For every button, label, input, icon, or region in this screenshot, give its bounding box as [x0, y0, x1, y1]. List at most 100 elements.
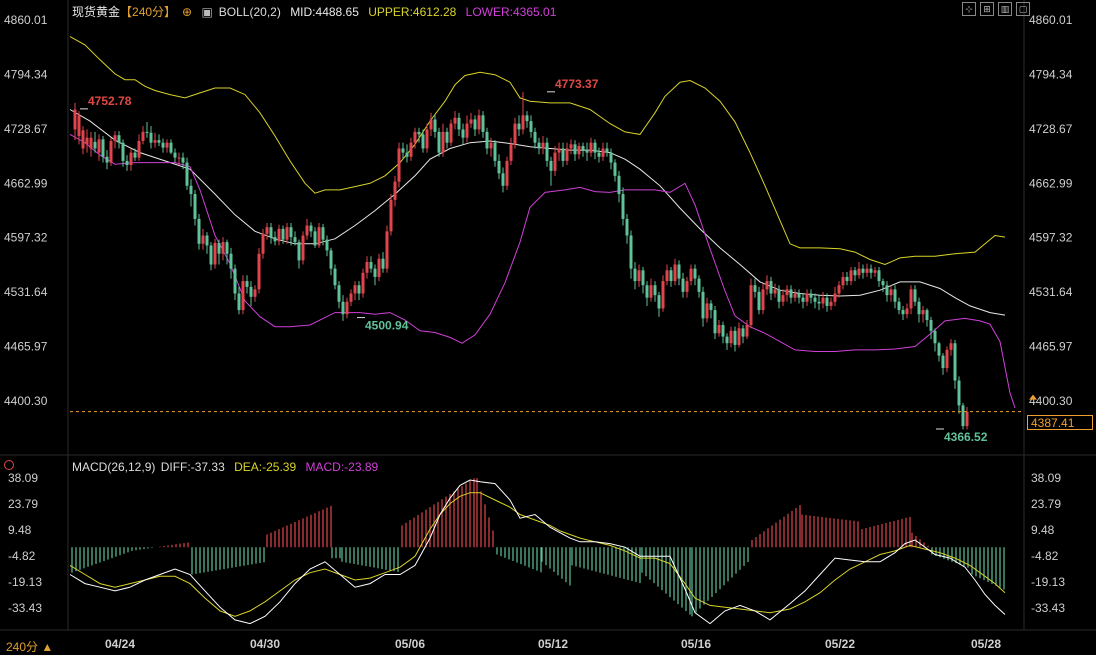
- candle-body: [153, 140, 157, 143]
- candle-body: [865, 268, 869, 273]
- macd-tick-left: 38.09: [8, 471, 38, 485]
- crosshair-icon[interactable]: ⊹: [962, 2, 976, 16]
- price-tick-right: 4400.30: [1029, 394, 1073, 408]
- price-tick-right: 4465.97: [1029, 340, 1073, 354]
- candle-body: [657, 295, 661, 309]
- candle-body: [317, 227, 321, 246]
- candle-body: [141, 131, 145, 142]
- candle-body: [857, 268, 861, 276]
- symbol-name[interactable]: 现货黄金: [72, 5, 121, 19]
- candle-body: [509, 144, 513, 161]
- candle-body: [881, 281, 885, 286]
- candle-body: [465, 123, 469, 138]
- candle-body: [537, 142, 541, 149]
- macd-tick-right: 9.48: [1031, 523, 1055, 537]
- candle-body: [737, 328, 741, 345]
- candle-body: [217, 242, 221, 254]
- maximize-icon[interactable]: ▢: [1016, 2, 1030, 16]
- candle-body: [837, 285, 841, 294]
- candle-body: [637, 270, 641, 282]
- candle-body: [957, 380, 961, 406]
- candle-body: [569, 144, 573, 149]
- price-tick-left: 4531.64: [4, 285, 48, 299]
- candle-body: [789, 289, 793, 298]
- candle-body: [189, 185, 193, 195]
- candle-body: [389, 199, 393, 232]
- candle-body: [561, 148, 565, 161]
- candle-body: [309, 225, 313, 232]
- candle-body: [145, 131, 149, 133]
- x-axis-label: 05/16: [681, 637, 711, 651]
- candle-body: [137, 141, 141, 158]
- chart-type-icon[interactable]: ▥: [998, 2, 1012, 16]
- candle-body: [449, 123, 453, 143]
- candle-body: [409, 142, 413, 157]
- candle-body: [201, 235, 205, 244]
- macd-tick-right: 23.79: [1031, 497, 1061, 511]
- candle-body: [689, 268, 693, 282]
- chart-toolbar: ⊹ ⊞ ▥ ▢: [962, 2, 1030, 16]
- candle-body: [741, 328, 745, 337]
- candle-body: [593, 142, 597, 153]
- candle-body: [693, 268, 697, 279]
- price-tick-left: 4597.32: [4, 231, 48, 245]
- candle-body: [77, 115, 81, 137]
- candle-body: [289, 227, 293, 238]
- candle-body: [221, 242, 225, 254]
- candle-body: [437, 131, 441, 153]
- macd-dea-line: [69, 492, 1006, 617]
- candle-body: [661, 281, 665, 309]
- candle-body: [577, 145, 581, 155]
- candle-body: [917, 301, 921, 315]
- indicator-icon[interactable]: ▣: [201, 5, 213, 19]
- candle-body: [753, 285, 757, 292]
- candle-body: [609, 152, 613, 163]
- candle-body: [377, 258, 381, 277]
- record-icon[interactable]: [4, 460, 14, 470]
- macd-tick-right: -4.82: [1031, 549, 1059, 563]
- candle-body: [89, 137, 93, 149]
- candle-body: [889, 289, 893, 296]
- x-axis-label: 05/12: [538, 637, 568, 651]
- candle-body: [365, 262, 369, 273]
- candle-body: [109, 141, 113, 163]
- candle-body: [589, 142, 593, 153]
- price-tick-left: 4860.01: [4, 13, 48, 27]
- candle-body: [321, 227, 325, 240]
- candle-body: [781, 295, 785, 302]
- candle-body: [257, 253, 261, 290]
- timeframe-button[interactable]: 240分 ▲: [6, 640, 54, 654]
- settings-icon[interactable]: ⊕: [182, 5, 193, 19]
- candle-body: [633, 268, 637, 282]
- macd-value: MACD:-23.89: [305, 460, 379, 474]
- candle-body: [829, 301, 833, 306]
- current-price-marker: [1029, 394, 1037, 400]
- candle-body: [453, 117, 457, 124]
- candle-body: [601, 148, 605, 157]
- expand-icon[interactable]: ⊞: [980, 2, 994, 16]
- candle-body: [797, 293, 801, 298]
- candle-body: [361, 272, 365, 294]
- lower-value: LOWER:4365.01: [465, 5, 557, 19]
- candle-body: [965, 412, 969, 427]
- macd-tick-left: 9.48: [8, 523, 32, 537]
- candle-body: [761, 289, 765, 311]
- candle-body: [665, 270, 669, 282]
- candle-body: [177, 157, 181, 159]
- candle-body: [193, 194, 197, 219]
- candle-body: [149, 132, 153, 143]
- indicator-name[interactable]: BOLL(20,2): [218, 5, 281, 19]
- candle-body: [481, 115, 485, 132]
- candle-body: [817, 301, 821, 304]
- candle-body: [173, 152, 177, 158]
- candle-body: [853, 270, 857, 276]
- candle-body: [381, 258, 385, 269]
- timeframe-label[interactable]: 【240分】: [120, 5, 177, 19]
- candle-body: [645, 285, 649, 298]
- boll-upper-line: [69, 36, 1006, 266]
- extreme-label-a2: 4773.37: [555, 77, 599, 91]
- candle-body: [733, 330, 737, 345]
- candle-body: [277, 228, 281, 242]
- macd-name[interactable]: MACD(26,12,9): [72, 460, 156, 474]
